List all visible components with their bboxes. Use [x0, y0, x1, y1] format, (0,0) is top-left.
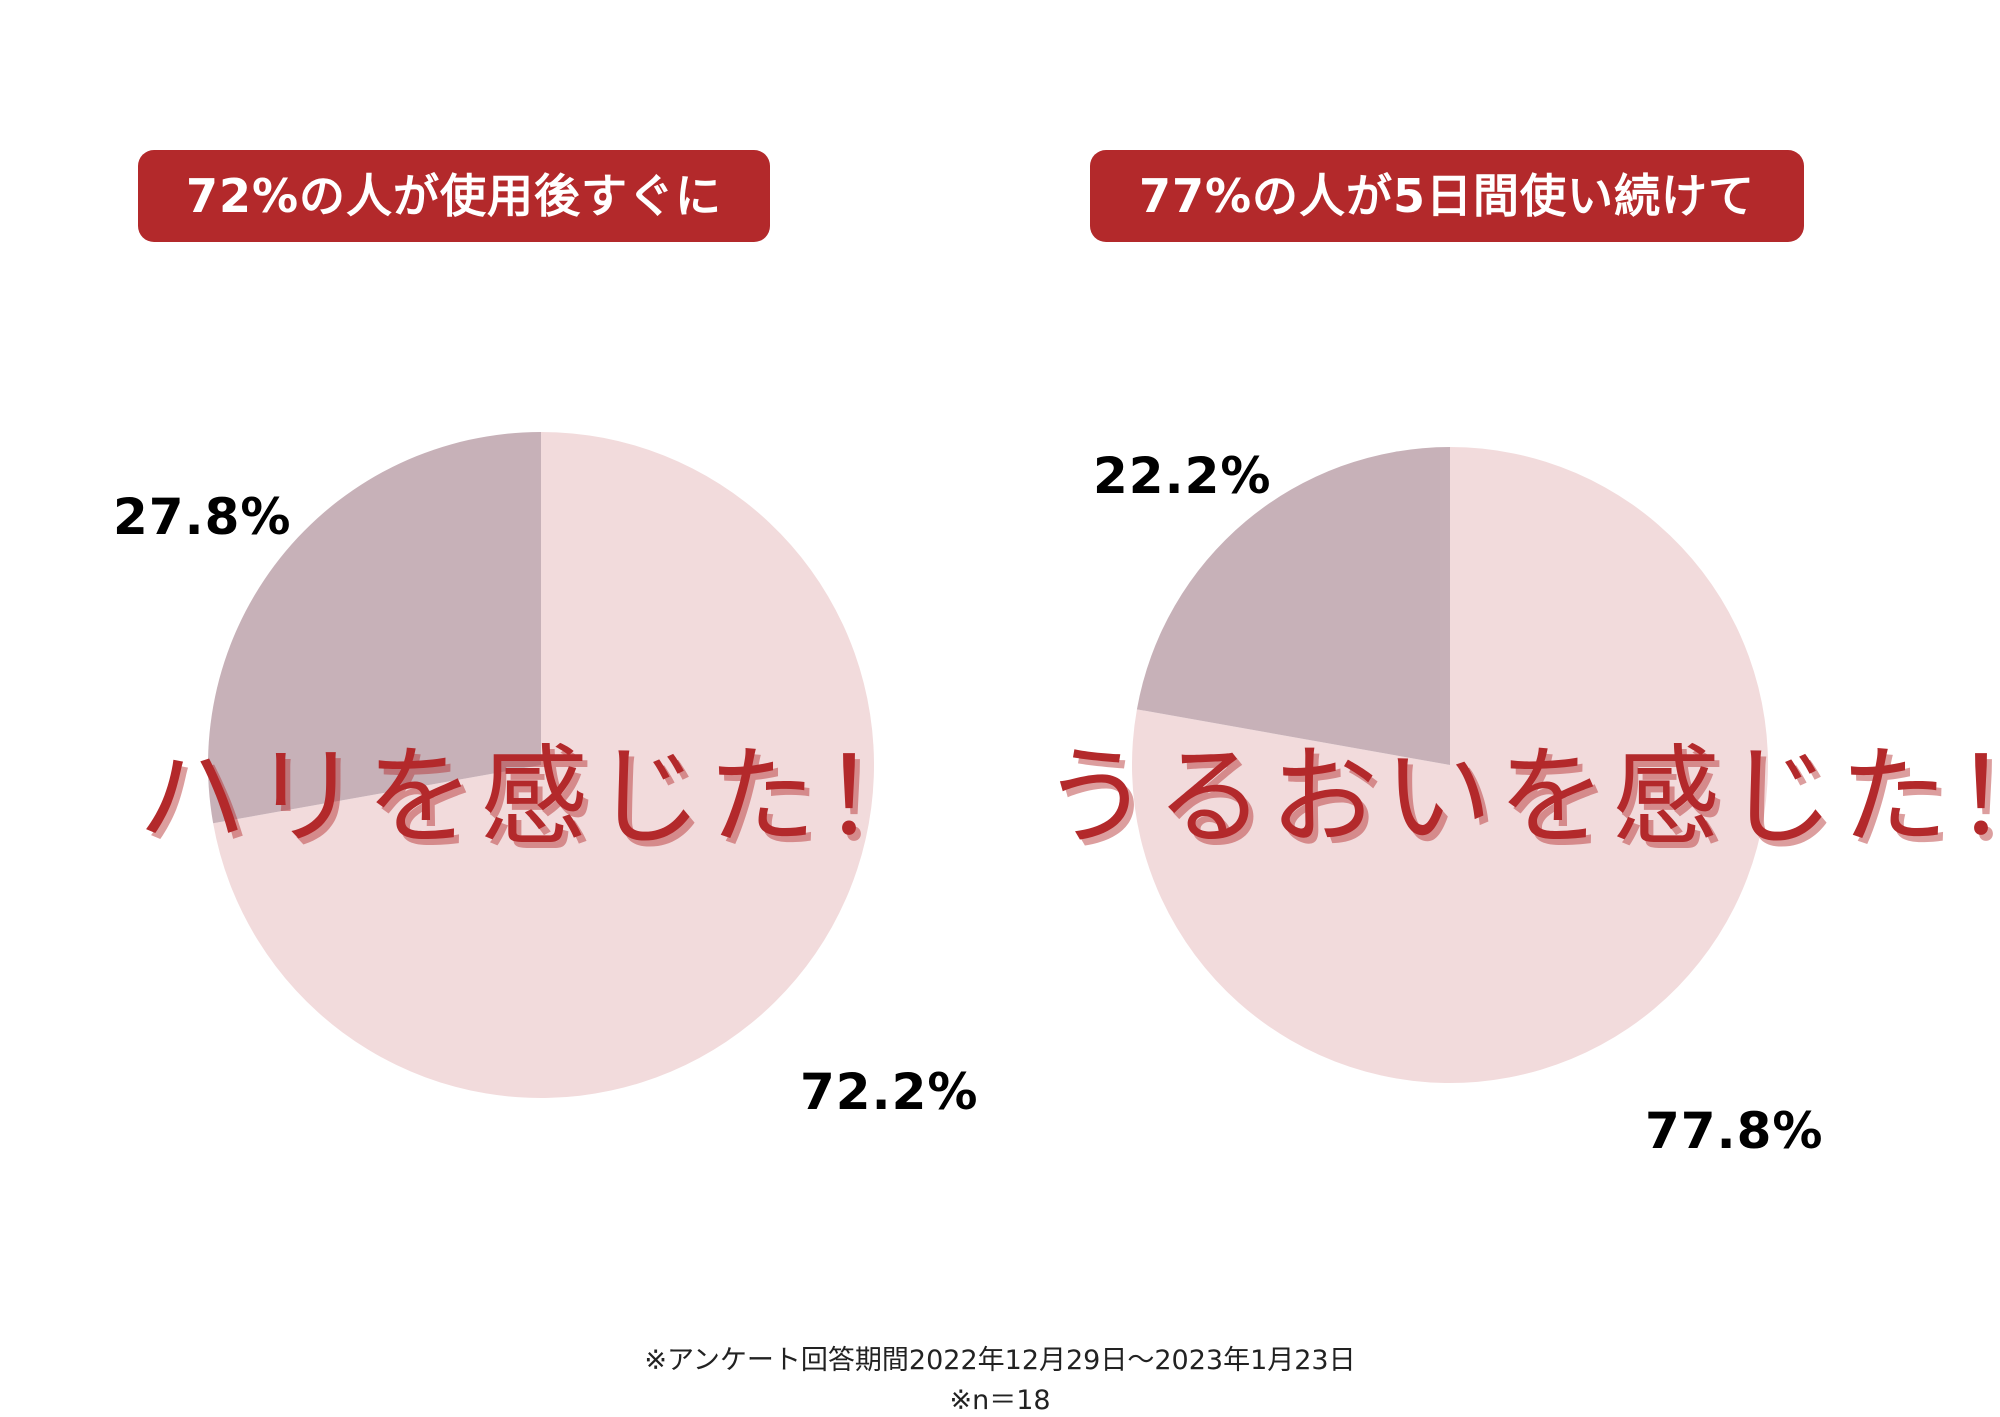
chart-title-badge: 72%の人が使用後すぐに [138, 150, 770, 242]
slice-label-major: 72.2% [800, 1063, 979, 1121]
slice-label-minor: 22.2% [1093, 447, 1272, 505]
slice-label-major: 77.8% [1645, 1102, 1824, 1160]
pie-slice-1 [1136, 447, 1450, 765]
caption-shadow: うるおいを感じた！ [1047, 741, 2000, 866]
caption-text: うるおいを感じた！ [1042, 735, 2000, 860]
pie-chart [208, 432, 875, 1099]
pie-chart [1132, 447, 1768, 1083]
caption-shadow: ハリを感じた！ [143, 741, 942, 866]
pie-slice-0 [213, 432, 875, 1099]
chart-panel-left: 72%の人が使用後すぐに 27.8% 72.2% ハリを感じた！ ハリを感じた！ [0, 0, 1000, 1414]
chart-panel-right: 77%の人が5日間使い続けて 22.2% 77.8% うるおいを感じた！ うるお… [1000, 0, 2000, 1414]
chart-caption-overlay: ハリを感じた！ ハリを感じた！ [138, 710, 936, 866]
chart-title-badge: 77%の人が5日間使い続けて [1090, 150, 1804, 242]
survey-period-footnote: ※アンケート回答期間2022年12月29日〜2023年1月23日 [644, 1345, 1356, 1376]
chart-caption-overlay: うるおいを感じた！ うるおいを感じた！ [1042, 710, 2000, 866]
sample-size-footnote: ※n＝18 [949, 1385, 1051, 1416]
slice-label-minor: 27.8% [113, 488, 292, 546]
caption-text: ハリを感じた！ [138, 735, 937, 860]
pie-slice-1 [208, 432, 542, 824]
